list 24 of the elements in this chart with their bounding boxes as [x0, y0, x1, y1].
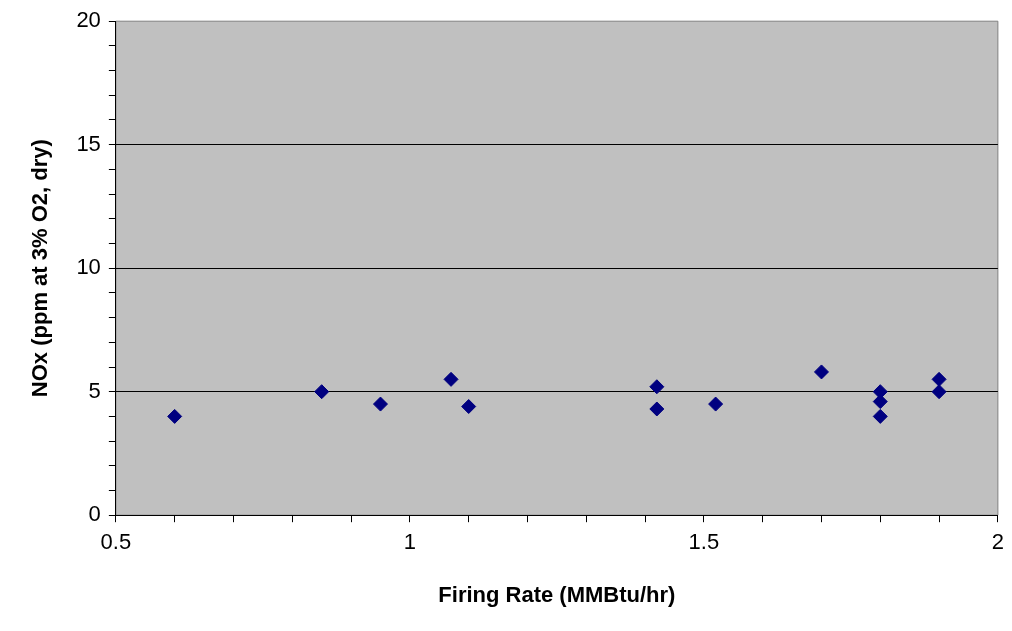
y-tick-label: 20	[76, 7, 101, 33]
point	[167, 408, 183, 424]
point	[443, 371, 459, 387]
point	[931, 384, 947, 400]
x-tick-label: 0.5	[100, 529, 132, 555]
y-tick-label: 15	[76, 130, 101, 156]
point	[461, 399, 477, 415]
point	[372, 396, 388, 412]
x-tick-label: 2	[991, 529, 1005, 555]
x-axis-title: Firing Rate (MMBtu/hr)	[438, 581, 676, 607]
x-tick-label: 1	[403, 529, 416, 555]
y-tick-label: 0	[88, 501, 101, 527]
point	[931, 371, 947, 387]
point	[649, 401, 665, 417]
y-tick-label: 10	[76, 254, 101, 280]
point	[872, 408, 888, 424]
y-axis-title: NOx (ppm at 3% O2, dry)	[27, 139, 53, 398]
x-tick-label: 1.5	[688, 529, 720, 555]
point	[649, 379, 665, 395]
point	[708, 396, 724, 412]
point	[314, 384, 330, 400]
point	[872, 394, 888, 410]
point	[813, 364, 829, 380]
y-tick-label: 5	[88, 377, 101, 403]
